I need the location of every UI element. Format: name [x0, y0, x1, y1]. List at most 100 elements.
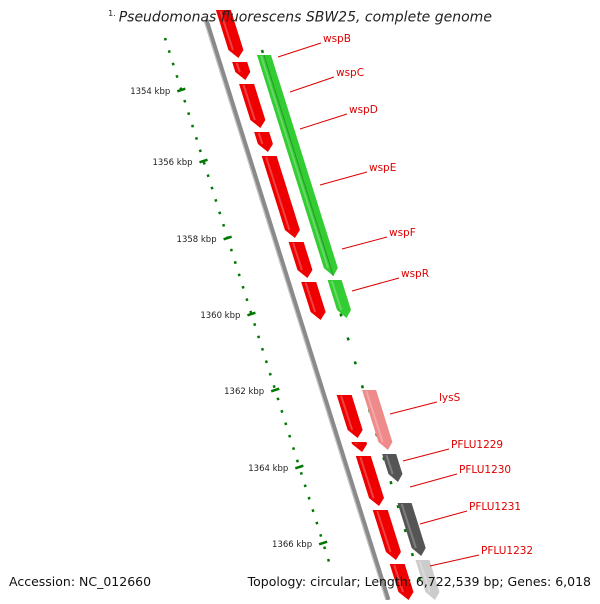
feature-shading	[265, 156, 291, 231]
cds-arrow	[301, 282, 326, 320]
feature-shading	[304, 282, 317, 313]
ruler-dot	[260, 347, 265, 351]
guide-dot	[396, 504, 400, 509]
guide-dot	[360, 385, 365, 389]
ruler-dot	[233, 260, 237, 265]
cds-arrow	[351, 442, 368, 452]
gene-label[interactable]: wspE	[369, 162, 396, 174]
feature-shading	[376, 510, 392, 553]
feature-shading	[219, 10, 234, 51]
guide-dot	[403, 528, 407, 533]
ruler-dot	[276, 397, 280, 401]
ruler-dot	[245, 298, 249, 302]
cds-arrow	[254, 132, 273, 152]
gene-labels: wspB wspC wspD wspE wspF wspR lysS PFLU1229 PFLU…	[277, 33, 533, 567]
accession-label: Accession: NC_012660	[9, 574, 152, 589]
guide-dot	[353, 361, 357, 365]
operon-boundary	[263, 54, 334, 277]
ruler-dot	[214, 198, 218, 203]
gene-leader-line	[341, 236, 388, 250]
gene-leader-line	[277, 42, 322, 58]
feature-shading	[385, 454, 394, 475]
feature-track	[203, 10, 440, 601]
cds-arrow	[232, 62, 251, 80]
ruler-dot	[237, 273, 241, 277]
organism-name: Pseudomonas fluorescens SBW25, complete …	[118, 9, 492, 26]
ruler-dot	[175, 74, 179, 78]
homolog-arrow-dark	[397, 503, 426, 556]
gene-label[interactable]: PFLU1231	[469, 501, 521, 513]
homolog-arrow-pale	[415, 560, 440, 600]
ruler-tick-label: 1360 kbp	[200, 311, 240, 321]
ruler-dot	[202, 161, 206, 165]
gene-leader-line	[402, 448, 450, 462]
gene-label[interactable]: wspC	[336, 67, 364, 79]
title-number: 1.	[108, 9, 116, 18]
ruler-dot	[253, 322, 257, 327]
ruler-dot	[268, 372, 272, 376]
ruler-dot	[229, 248, 233, 252]
ruler-dot	[167, 50, 171, 54]
ruler-dot	[311, 509, 315, 513]
ruler-dot	[288, 434, 292, 438]
cds-arrow	[239, 84, 266, 128]
gene-label[interactable]: wspF	[389, 227, 416, 239]
feature-shading	[365, 390, 384, 443]
guide-dot	[389, 480, 393, 485]
guide-dot	[260, 49, 265, 54]
feature-shading	[393, 564, 404, 593]
ruler-dot	[163, 37, 167, 41]
ruler-major-tick	[294, 464, 304, 470]
feature-shading	[260, 55, 329, 269]
ruler-major-tick	[318, 540, 328, 546]
genome-title: 1. Pseudomonas fluorescens SBW25, complet…	[0, 9, 600, 26]
gene-leader-line	[419, 510, 468, 525]
wspR-arrow	[327, 280, 351, 318]
gene-leader-line	[429, 554, 480, 567]
ruler-dot	[284, 422, 288, 426]
ruler-dot	[307, 496, 311, 500]
gene-label[interactable]: PFLU1230	[459, 464, 511, 476]
ruler-major-tick	[270, 387, 280, 393]
gene-leader-line	[299, 113, 348, 130]
cds-arrow	[355, 456, 384, 506]
ruler-tick-label: 1364 kbp	[248, 464, 288, 474]
feature-shading	[330, 280, 343, 311]
feature-shading	[257, 132, 264, 145]
gene-label[interactable]: wspR	[401, 268, 429, 280]
genome-backbone	[203, 19, 391, 601]
ruler-major-tick	[247, 311, 256, 317]
ruler-major-tick	[223, 235, 233, 241]
ruler-dot	[291, 447, 296, 451]
gene-label[interactable]: lysS	[439, 392, 461, 404]
feature-shading	[400, 503, 417, 549]
cds-arrow	[336, 395, 363, 438]
ruler-tick-label: 1366 kbp	[272, 540, 312, 550]
gene-label[interactable]: PFLU1229	[451, 439, 503, 451]
guide-dot	[410, 552, 415, 557]
ruler-dot	[257, 335, 261, 339]
homolog-arrow-dark	[382, 454, 403, 482]
gene-label[interactable]: wspB	[323, 33, 351, 45]
genome-info: Topology: circular; Length: 6,722,539 bp…	[247, 574, 591, 589]
homolog-arrow-light	[362, 390, 393, 450]
feature-shading	[418, 560, 431, 593]
ruler-tick-label: 1358 kbp	[177, 235, 217, 245]
gene-leader-line	[409, 473, 458, 488]
ruler-major-tick	[199, 158, 208, 164]
gene-label[interactable]: PFLU1232	[481, 545, 533, 557]
ruler-dot	[210, 186, 214, 190]
ruler-major-tick	[176, 87, 186, 93]
gene-leader-line	[319, 171, 368, 186]
ruler-dot	[218, 211, 222, 215]
cds-arrow	[215, 10, 244, 58]
kbp-ruler: 1354 kbp 1356 kbp 1358 kbp 1360 kbp 1362 kbp…	[130, 37, 422, 581]
ruler-dot	[299, 471, 303, 475]
ruler-dot	[280, 409, 284, 413]
gene-label[interactable]: wspD	[349, 104, 378, 116]
ruler-dot	[194, 136, 199, 141]
cds-arrow	[288, 242, 313, 278]
ruler-tick-label: 1354 kbp	[130, 87, 170, 97]
gene-leader-line	[289, 76, 335, 93]
